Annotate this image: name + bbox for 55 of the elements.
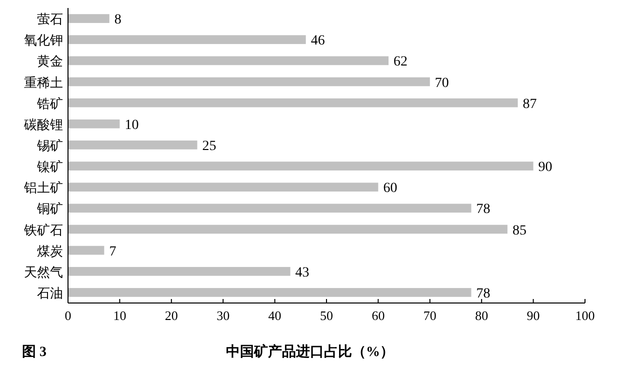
x-tick-label: 90: [526, 308, 540, 323]
x-tick-label: 50: [320, 308, 333, 323]
x-axis-title: 中国矿产品进口占比（%）: [226, 343, 394, 360]
bar: [68, 162, 534, 170]
bar: [68, 77, 430, 86]
y-tick-label: 碳酸锂: [23, 116, 63, 132]
data-label: 10: [124, 118, 139, 133]
y-tick-label: 重稀土: [24, 74, 63, 90]
bar: [68, 246, 104, 255]
data-label: 87: [522, 96, 537, 112]
y-tick-label: 铜矿: [36, 201, 63, 216]
data-label: 8: [114, 12, 122, 28]
y-tick-label: 天然气: [24, 264, 63, 280]
y-tick-label: 煤炭: [37, 243, 63, 258]
data-label: 78: [476, 286, 490, 302]
data-label: 60: [383, 181, 398, 196]
data-label: 7: [109, 244, 116, 260]
y-tick-label: 石油: [37, 285, 63, 300]
bar: [68, 140, 198, 150]
bar: [68, 224, 508, 234]
x-tick-label: 10: [113, 308, 126, 323]
x-tick-label: 70: [423, 308, 436, 323]
data-label: 90: [538, 160, 552, 176]
x-tick-label: 0: [64, 308, 72, 323]
data-label: 62: [394, 54, 408, 70]
data-label: 78: [476, 202, 490, 218]
y-tick-label: 黄金: [37, 54, 63, 69]
y-tick-label: 氧化钾: [24, 32, 63, 48]
data-label: 43: [295, 265, 310, 280]
bar: [68, 14, 110, 23]
y-tick-label: 镍矿: [36, 159, 63, 174]
y-tick-label: 萤石: [37, 12, 63, 27]
bar: [68, 119, 120, 128]
x-tick-label: 40: [268, 308, 282, 323]
bar: [68, 288, 472, 297]
data-label: 25: [202, 138, 216, 154]
bar: [68, 56, 389, 66]
bar: [68, 182, 378, 192]
x-tick-label: 20: [164, 308, 178, 323]
bar: [68, 204, 472, 213]
y-tick-label: 锡矿: [36, 138, 63, 153]
x-tick-label: 80: [475, 308, 488, 323]
x-tick-label: 60: [372, 308, 385, 323]
bar: [68, 98, 518, 108]
y-tick-label: 铁矿石: [23, 222, 63, 238]
x-tick-label: 30: [216, 308, 230, 323]
bar: [68, 35, 306, 44]
data-label: 46: [310, 34, 325, 49]
bar: [68, 266, 290, 276]
data-label: 85: [512, 223, 526, 238]
data-label: 70: [434, 76, 449, 91]
y-tick-label: 铝土矿: [23, 180, 63, 196]
y-tick-label: 锆矿: [36, 96, 63, 111]
x-tick-label: 100: [575, 308, 595, 323]
caption: 图 3: [22, 344, 46, 360]
